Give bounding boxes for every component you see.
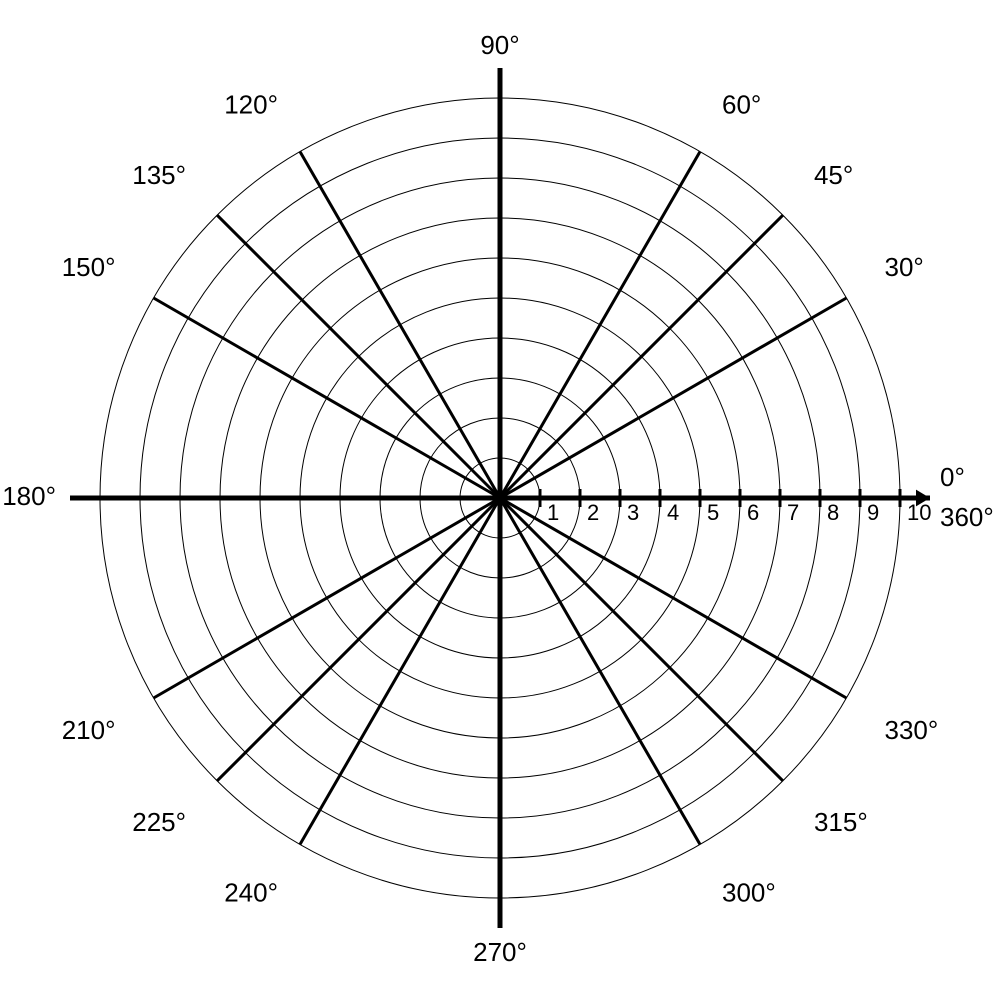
radial-line-300: [500, 498, 700, 844]
radius-label-3: 3: [627, 500, 639, 525]
radius-label-10: 10: [907, 500, 931, 525]
radius-label-2: 2: [587, 500, 599, 525]
radial-line-30: [500, 298, 846, 498]
angle-label-90: 90°: [480, 30, 519, 60]
radial-line-45: [500, 215, 783, 498]
angle-label-315: 315°: [814, 807, 868, 837]
radial-line-315: [500, 498, 783, 781]
angle-label-210: 210°: [62, 715, 116, 745]
radius-label-7: 7: [787, 500, 799, 525]
angle-label-150: 150°: [62, 252, 116, 282]
radius-label-9: 9: [867, 500, 879, 525]
radial-line-120: [300, 152, 500, 498]
angle-label-330: 330°: [885, 715, 939, 745]
angle-label-300: 300°: [722, 878, 776, 908]
angle-label-180: 180°: [2, 481, 56, 511]
angle-label-360: 360°: [940, 502, 994, 532]
radial-line-150: [154, 298, 500, 498]
radial-line-60: [500, 152, 700, 498]
angle-label-45: 45°: [814, 160, 853, 190]
angle-label-0: 0°: [940, 462, 965, 492]
angle-label-240: 240°: [224, 878, 278, 908]
angle-label-120: 120°: [224, 89, 278, 119]
radius-label-1: 1: [547, 500, 559, 525]
angle-label-270: 270°: [473, 937, 527, 967]
radial-line-330: [500, 498, 846, 698]
radial-line-210: [154, 498, 500, 698]
angle-label-135: 135°: [132, 160, 186, 190]
angle-label-30: 30°: [885, 252, 924, 282]
radius-label-4: 4: [667, 500, 679, 525]
radial-line-240: [300, 498, 500, 844]
radial-line-225: [217, 498, 500, 781]
radius-label-6: 6: [747, 500, 759, 525]
radius-label-8: 8: [827, 500, 839, 525]
angle-label-225: 225°: [132, 807, 186, 837]
radial-line-135: [217, 215, 500, 498]
radius-label-5: 5: [707, 500, 719, 525]
angle-label-60: 60°: [722, 89, 761, 119]
polar-grid: 1 2 3 4 5 6 7 8 9 10 90° 180° 270° 30° 45° 60° 120° 135° 1…: [0, 0, 1000, 997]
